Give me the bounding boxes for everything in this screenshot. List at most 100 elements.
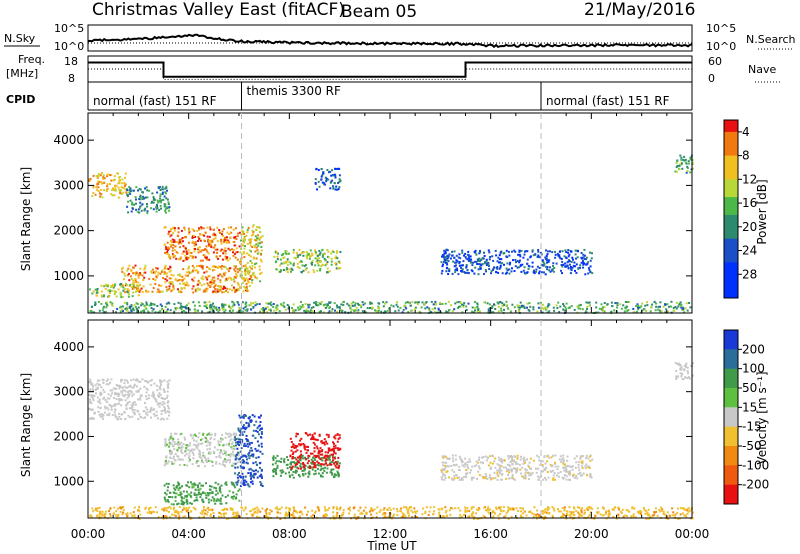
data-cell <box>178 464 181 467</box>
data-cell <box>244 414 247 417</box>
data-cell <box>514 265 517 268</box>
data-cell <box>481 263 484 266</box>
data-cell <box>236 301 239 303</box>
data-cell <box>224 252 227 255</box>
data-cell <box>448 458 450 461</box>
data-cell <box>324 264 327 267</box>
data-cell <box>383 310 386 313</box>
data-cell <box>279 469 282 472</box>
data-cell <box>134 379 137 382</box>
data-cell <box>171 249 174 252</box>
data-cell <box>250 234 253 237</box>
data-cell <box>495 271 498 274</box>
data-cell <box>231 495 234 498</box>
data-cell <box>288 471 291 474</box>
data-cell <box>236 235 239 238</box>
data-cell <box>293 444 296 447</box>
data-cell <box>473 272 476 275</box>
data-cell <box>129 283 132 286</box>
data-cell <box>126 283 128 286</box>
data-cell <box>194 248 197 250</box>
data-cell <box>572 506 575 509</box>
data-cell <box>181 485 183 488</box>
data-cell <box>294 450 297 453</box>
data-cell <box>581 507 583 510</box>
data-cell <box>659 301 662 304</box>
data-cell <box>528 302 531 305</box>
data-cell <box>471 306 474 309</box>
data-cell <box>220 240 223 243</box>
data-cell <box>501 478 503 481</box>
data-cell <box>100 193 103 196</box>
data-cell <box>300 301 302 303</box>
data-cell <box>251 267 253 270</box>
data-cell <box>184 311 187 314</box>
data-cell <box>382 301 385 304</box>
data-cell <box>490 466 493 469</box>
data-cell <box>250 447 253 449</box>
data-cell <box>159 195 162 197</box>
data-cell <box>506 262 509 265</box>
velocity-scatter-cells <box>88 362 694 520</box>
data-cell <box>157 395 160 398</box>
data-cell <box>316 447 319 450</box>
data-cell <box>92 399 95 402</box>
data-cell <box>497 302 500 305</box>
data-cell <box>587 301 590 304</box>
data-cell <box>336 257 339 260</box>
data-cell <box>214 283 217 286</box>
data-cell <box>302 269 305 272</box>
data-cell <box>503 263 505 266</box>
data-cell <box>568 472 571 474</box>
data-cell <box>602 514 605 517</box>
data-cell <box>248 254 250 256</box>
data-cell <box>249 240 252 243</box>
data-cell <box>152 308 155 311</box>
data-cell <box>553 266 556 269</box>
data-cell <box>484 509 487 512</box>
data-cell <box>513 460 516 463</box>
data-cell <box>254 266 256 269</box>
data-cell <box>210 306 212 309</box>
data-cell <box>581 467 584 470</box>
data-cell <box>580 460 583 463</box>
data-cell <box>160 383 163 386</box>
data-cell <box>331 460 334 463</box>
data-cell <box>518 266 521 269</box>
data-cell <box>166 385 169 388</box>
data-cell <box>682 507 685 510</box>
data-cell <box>235 497 238 500</box>
data-cell <box>197 442 200 445</box>
data-cell <box>122 508 125 511</box>
data-cell <box>172 455 175 458</box>
data-cell <box>97 173 100 175</box>
data-cell <box>689 306 692 309</box>
data-cell <box>511 476 514 479</box>
data-cell <box>238 475 241 478</box>
data-cell <box>157 201 160 204</box>
data-cell <box>305 308 308 311</box>
data-cell <box>444 511 447 514</box>
data-cell <box>262 310 265 312</box>
data-cell <box>532 459 535 462</box>
data-cell <box>464 462 467 465</box>
data-cell <box>499 252 502 255</box>
data-cell <box>247 453 250 456</box>
data-cell <box>225 289 228 292</box>
data-cell <box>496 463 499 466</box>
data-cell <box>166 417 169 420</box>
data-cell <box>134 281 137 284</box>
data-cell <box>526 302 529 305</box>
data-cell <box>653 301 656 304</box>
data-cell <box>327 178 330 181</box>
data-cell <box>232 304 235 307</box>
data-cell <box>135 308 138 310</box>
data-cell <box>189 458 191 461</box>
freq-label-2: [MHz] <box>6 67 38 80</box>
data-cell <box>220 513 223 516</box>
data-cell <box>254 276 257 279</box>
data-cell <box>275 506 278 509</box>
data-cell <box>561 507 564 509</box>
data-cell <box>183 497 186 500</box>
data-cell <box>136 303 139 305</box>
